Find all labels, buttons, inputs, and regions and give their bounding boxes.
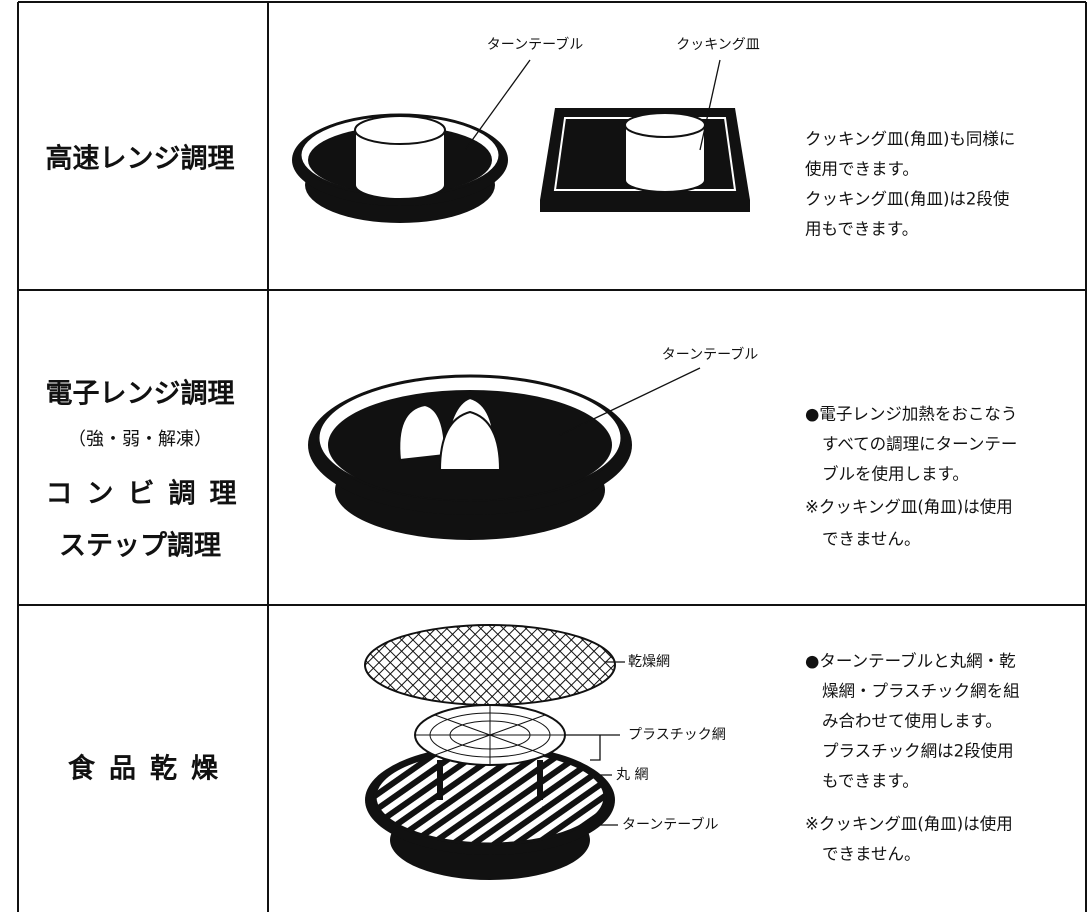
note-line: ●電子レンジ加熱をおこなう [805, 405, 1017, 424]
leader-line [565, 661, 625, 826]
diagram-label: クッキング皿 [676, 37, 760, 53]
note-line: できません。 [822, 530, 921, 549]
diagram-label: 丸 網 [616, 767, 648, 783]
row-heading: 電子レンジ調理 [46, 378, 235, 410]
leader-line [559, 367, 701, 436]
turntable-illustration [292, 113, 508, 223]
note-line: み合わせて使用します。 [822, 712, 1002, 731]
note-line: ●ターンテーブルと丸網・乾 [805, 651, 1016, 671]
row-heading: 高速レンジ調理 [46, 143, 235, 175]
note-line: ブルを使用します。 [822, 464, 969, 484]
diagram-label: ターンテーブル [487, 36, 583, 53]
note-line: ※クッキング皿(角皿)は使用 [805, 498, 1013, 517]
tray-illustration [540, 108, 750, 212]
note-line: すべての調理にターンテー [822, 435, 1017, 454]
diagram-label: 乾燥網 [628, 654, 670, 670]
row-heading: コンビ調理 [46, 478, 251, 510]
diagram-label: ターンテーブル [662, 346, 758, 363]
row-subheading: （強・弱・解凍） [68, 429, 212, 450]
diagram-label: プラスチック網 [628, 727, 726, 743]
note-line: 用もできます。 [805, 220, 918, 239]
leader-line [464, 59, 531, 151]
table-frame [17, 1, 1087, 912]
note-line: プラスチック網は2段使用 [822, 742, 1014, 761]
leader-line [699, 59, 721, 151]
turntable-illustration [308, 374, 632, 540]
row-heading: 食品乾燥 [68, 753, 232, 785]
note-line: クッキング皿(角皿)も同様に [805, 130, 1015, 149]
drying-stack-illustration [364, 624, 616, 880]
note-line: もできます。 [822, 772, 919, 791]
row-heading: ステップ調理 [59, 530, 221, 562]
note-line: 燥網・プラスチック網を組 [822, 682, 1020, 701]
note-line: 使用できます。 [805, 160, 919, 179]
note-line: クッキング皿(角皿)は2段使 [805, 190, 1010, 209]
note-line: できません。 [822, 845, 921, 864]
note-line: ※クッキング皿(角皿)は使用 [805, 815, 1013, 834]
diagram-label: ターンテーブル [622, 816, 718, 833]
